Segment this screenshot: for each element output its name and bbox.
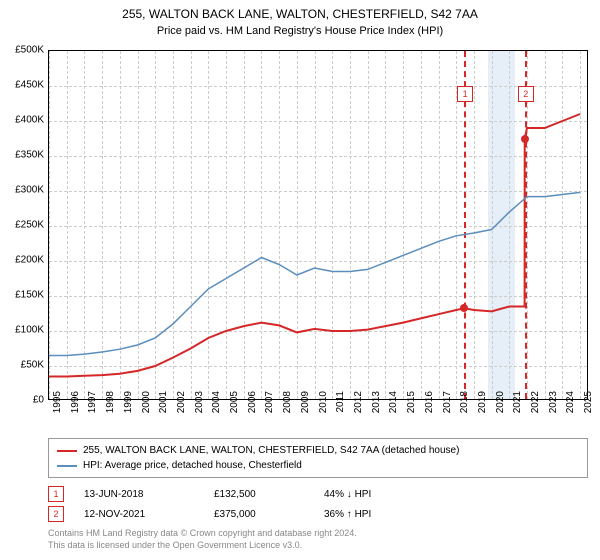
x-tick-label: 2018	[459, 391, 470, 421]
x-tick-label: 2003	[194, 391, 205, 421]
y-tick-label: £350K	[2, 150, 44, 161]
x-tick-label: 2024	[565, 391, 576, 421]
x-tick-label: 1996	[70, 391, 81, 421]
sale-date: 13-JUN-2018	[84, 489, 214, 500]
x-tick-label: 2016	[424, 391, 435, 421]
chart-subtitle: Price paid vs. HM Land Registry's House …	[0, 23, 600, 37]
footer-line2: This data is licensed under the Open Gov…	[48, 540, 588, 552]
x-tick-label: 2013	[371, 391, 382, 421]
x-tick-label: 2008	[282, 391, 293, 421]
y-tick-label: £200K	[2, 255, 44, 266]
x-tick-label: 2014	[388, 391, 399, 421]
sale-diff: 36% ↑ HPI	[324, 509, 424, 520]
legend: 255, WALTON BACK LANE, WALTON, CHESTERFI…	[48, 438, 588, 551]
y-tick-label: £500K	[2, 45, 44, 56]
legend-label-property: 255, WALTON BACK LANE, WALTON, CHESTERFI…	[83, 443, 459, 458]
series-hpi	[49, 192, 580, 355]
y-tick-label: £400K	[2, 115, 44, 126]
x-tick-label: 2010	[318, 391, 329, 421]
footer-attribution: Contains HM Land Registry data © Crown c…	[48, 528, 588, 551]
legend-row-hpi: HPI: Average price, detached house, Ches…	[57, 458, 579, 473]
legend-swatch-hpi	[57, 465, 77, 467]
series-property	[49, 114, 580, 377]
y-tick-label: £300K	[2, 185, 44, 196]
sale-row: 1 13-JUN-2018 £132,500 44% ↓ HPI	[48, 484, 588, 504]
plot-box: 12	[48, 50, 588, 400]
line-series	[49, 51, 589, 401]
x-tick-label: 2011	[335, 391, 346, 421]
x-tick-label: 1999	[123, 391, 134, 421]
sale-row: 2 12-NOV-2021 £375,000 36% ↑ HPI	[48, 504, 588, 524]
sale-table: 1 13-JUN-2018 £132,500 44% ↓ HPI 2 12-NO…	[48, 484, 588, 524]
sale-marker-dot	[521, 135, 529, 143]
y-tick-label: £0	[2, 395, 44, 406]
chart-title: 255, WALTON BACK LANE, WALTON, CHESTERFI…	[0, 0, 600, 23]
x-tick-label: 1995	[52, 391, 63, 421]
y-tick-label: £450K	[2, 80, 44, 91]
y-tick-label: £150K	[2, 290, 44, 301]
y-tick-label: £100K	[2, 325, 44, 336]
sale-marker-dot	[460, 304, 468, 312]
x-tick-label: 2006	[247, 391, 258, 421]
legend-label-hpi: HPI: Average price, detached house, Ches…	[83, 458, 302, 473]
x-tick-label: 2022	[530, 391, 541, 421]
footer-line1: Contains HM Land Registry data © Crown c…	[48, 528, 588, 540]
x-tick-label: 2002	[176, 391, 187, 421]
x-tick-label: 2019	[477, 391, 488, 421]
x-tick-label: 2025	[583, 391, 594, 421]
x-tick-label: 2000	[141, 391, 152, 421]
x-tick-label: 2007	[264, 391, 275, 421]
x-tick-label: 2017	[442, 391, 453, 421]
x-tick-label: 2020	[495, 391, 506, 421]
x-tick-label: 2004	[211, 391, 222, 421]
chart-area: 12 £0£50K£100K£150K£200K£250K£300K£350K£…	[48, 50, 588, 400]
sale-date: 12-NOV-2021	[84, 509, 214, 520]
x-tick-label: 1997	[87, 391, 98, 421]
legend-swatch-property	[57, 450, 77, 452]
y-tick-label: £250K	[2, 220, 44, 231]
x-tick-label: 2005	[229, 391, 240, 421]
x-tick-label: 2012	[353, 391, 364, 421]
x-tick-label: 2009	[300, 391, 311, 421]
sale-marker-1: 1	[48, 486, 64, 502]
sale-price: £375,000	[214, 509, 324, 520]
x-tick-label: 2015	[406, 391, 417, 421]
x-tick-label: 2021	[512, 391, 523, 421]
x-tick-label: 2001	[158, 391, 169, 421]
x-tick-label: 1998	[105, 391, 116, 421]
y-tick-label: £50K	[2, 360, 44, 371]
sale-diff: 44% ↓ HPI	[324, 489, 424, 500]
legend-box: 255, WALTON BACK LANE, WALTON, CHESTERFI…	[48, 438, 588, 478]
x-tick-label: 2023	[548, 391, 559, 421]
sale-price: £132,500	[214, 489, 324, 500]
legend-row-property: 255, WALTON BACK LANE, WALTON, CHESTERFI…	[57, 443, 579, 458]
sale-marker-2: 2	[48, 506, 64, 522]
